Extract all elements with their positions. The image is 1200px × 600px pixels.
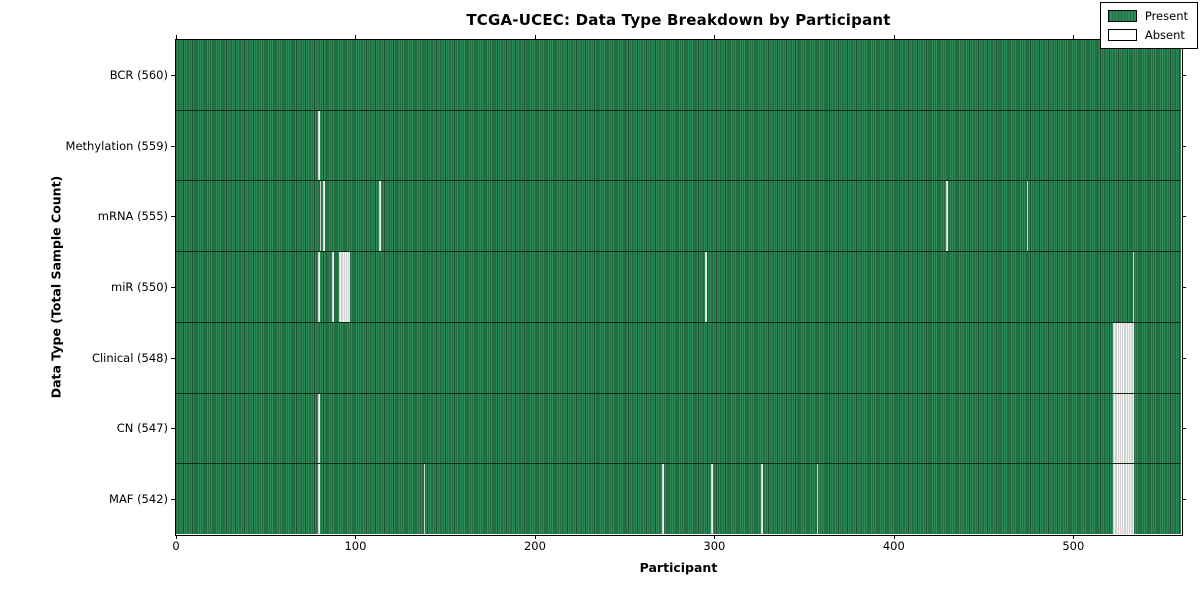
absent-gap <box>1112 464 1135 535</box>
absent-swatch-icon <box>1107 29 1137 41</box>
y-tick <box>1182 287 1186 288</box>
x-tick <box>534 35 536 39</box>
ytick-label: miR (550) <box>111 280 168 294</box>
legend-item-present: Present <box>1107 9 1188 23</box>
absent-gap <box>423 464 426 535</box>
x-tick <box>714 535 716 539</box>
absent-gap <box>317 252 320 322</box>
y-tick <box>171 216 175 218</box>
absent-gap <box>317 110 320 181</box>
y-tick <box>1182 357 1186 359</box>
legend: Present Absent <box>1099 2 1198 49</box>
heatmap-row-bcr <box>176 40 1181 111</box>
x-tick <box>176 35 177 39</box>
y-tick <box>171 287 175 288</box>
xtick-label: 300 <box>703 539 726 553</box>
y-tick <box>171 357 175 359</box>
absent-gap <box>761 464 763 535</box>
xtick-label: 100 <box>344 539 367 553</box>
heatmap-row-clinical <box>176 322 1181 394</box>
plot-area <box>176 40 1181 535</box>
absent-gap <box>662 464 665 535</box>
x-tick <box>893 35 895 39</box>
absent-gap <box>1112 393 1135 464</box>
heatmap-row-methylation <box>176 110 1181 182</box>
absent-gap <box>1132 252 1135 322</box>
y-tick <box>1182 428 1186 430</box>
x-tick <box>534 535 536 539</box>
x-tick <box>355 35 357 39</box>
heatmap-row-maf <box>176 464 1181 535</box>
ytick-label: mRNA (555) <box>97 209 168 224</box>
absent-gap <box>1026 181 1029 252</box>
ytick-label: Clinical (548) <box>91 350 168 365</box>
absent-gap <box>710 464 713 535</box>
ytick-label: CN (547) <box>116 421 168 436</box>
x-axis-label: Participant <box>639 560 718 575</box>
absent-gap <box>816 464 819 535</box>
y-tick <box>1182 75 1186 77</box>
absent-gap <box>339 252 351 322</box>
absent-gap <box>378 181 381 252</box>
chart-title: TCGA-UCEC: Data Type Breakdown by Partic… <box>466 11 891 29</box>
y-tick <box>1182 216 1186 218</box>
absent-gap <box>317 464 320 535</box>
ytick-label: MAF (542) <box>109 491 168 506</box>
xtick-label: 500 <box>1062 539 1085 553</box>
y-tick <box>171 75 175 77</box>
y-tick <box>1182 498 1186 500</box>
ytick-label: Methylation (559) <box>65 138 168 153</box>
xtick-label: 200 <box>523 539 546 553</box>
legend-item-absent: Absent <box>1107 28 1188 42</box>
absent-gap <box>945 181 948 252</box>
heatmap-row-mir <box>176 252 1181 323</box>
x-tick <box>893 535 895 539</box>
xtick-label: 400 <box>882 539 905 553</box>
x-tick <box>176 535 177 539</box>
y-tick <box>171 498 175 500</box>
y-tick <box>171 145 175 147</box>
absent-gap <box>323 181 325 252</box>
y-tick <box>1182 145 1186 147</box>
absent-gap <box>705 252 708 322</box>
xtick-label: 0 <box>172 539 180 553</box>
absent-gap <box>332 252 334 322</box>
present-swatch-icon <box>1107 10 1137 22</box>
ytick-label: BCR (560) <box>109 68 168 83</box>
x-tick <box>714 35 716 39</box>
absent-gap <box>319 181 322 252</box>
heatmap-row-mrna <box>176 181 1181 253</box>
x-tick <box>1073 35 1075 39</box>
x-tick <box>355 535 357 539</box>
heatmap-row-cn <box>176 393 1181 465</box>
y-tick <box>171 428 175 430</box>
x-tick <box>1073 535 1075 539</box>
legend-label-absent: Absent <box>1144 28 1185 42</box>
legend-label-present: Present <box>1144 9 1188 23</box>
absent-gap <box>317 393 320 464</box>
absent-gap <box>1112 322 1135 393</box>
